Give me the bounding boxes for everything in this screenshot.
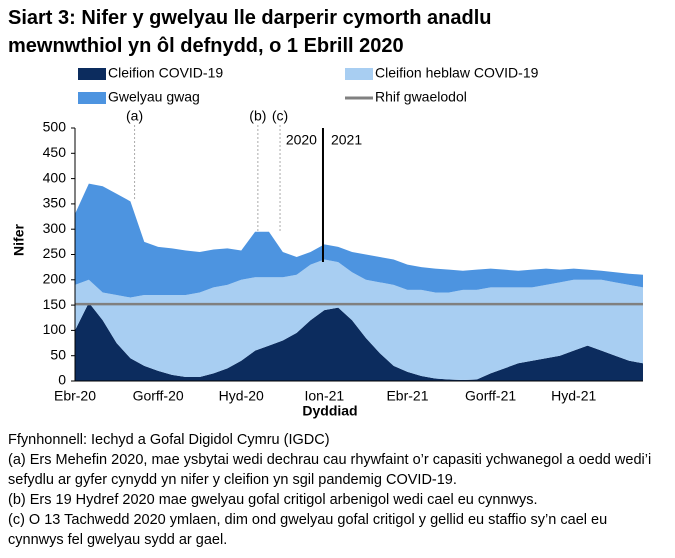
- area: [75, 183, 643, 298]
- x-tick-label: Ion-21: [305, 388, 345, 404]
- y-tick-label: 100: [43, 321, 67, 337]
- notes: Ffynhonnell: Iechyd a Gofal Digidol Cymr…: [8, 430, 658, 550]
- y-tick-label: 350: [43, 195, 67, 211]
- annotation-label: 2020: [286, 132, 317, 148]
- x-axis-label: Dyddiad: [302, 403, 357, 419]
- y-tick-label: 150: [43, 296, 67, 312]
- y-tick-label: 450: [43, 144, 67, 160]
- annotation-label: (c): [272, 108, 288, 124]
- note: (a) Ers Mehefin 2020, mae ysbytai wedi d…: [8, 452, 652, 488]
- note: Ffynhonnell: Iechyd a Gofal Digidol Cymr…: [8, 432, 330, 448]
- legend-label: Cleifion COVID-19: [108, 65, 223, 81]
- y-tick-label: 50: [50, 346, 66, 362]
- note: (b) Ers 19 Hydref 2020 mae gwelyau gofal…: [8, 492, 538, 508]
- y-tick-label: 0: [58, 372, 66, 388]
- x-tick-label: Gorff-20: [133, 388, 184, 404]
- y-tick-label: 250: [43, 245, 67, 261]
- legend-label: Rhif gwaelodol: [375, 89, 467, 105]
- y-axis-label: Nifer: [11, 224, 27, 256]
- area: [75, 259, 643, 380]
- y-tick-label: 200: [43, 271, 67, 287]
- note: (c) O 13 Tachwedd 2020 ymlaen, dim ond g…: [8, 512, 608, 548]
- annotation-label: 2021: [331, 132, 362, 148]
- x-tick-label: Ebr-20: [54, 388, 96, 404]
- annotation-label: (a): [126, 108, 143, 124]
- legend-label: Gwelyau gwag: [108, 89, 200, 105]
- y-tick-label: 300: [43, 220, 67, 236]
- x-tick-label: Hyd-21: [551, 388, 596, 404]
- annotation-label: (b): [249, 108, 266, 124]
- legend-swatch: [78, 92, 106, 104]
- x-tick-label: Ebr-21: [386, 388, 428, 404]
- legend-label: Cleifion heblaw COVID-19: [375, 65, 539, 81]
- y-tick-label: 500: [43, 119, 67, 135]
- x-tick-label: Gorff-21: [465, 388, 516, 404]
- legend-swatch: [78, 68, 106, 80]
- chart-title: Siart 3: Nifer y gwelyau lle darperir cy…: [8, 7, 492, 57]
- y-tick-label: 400: [43, 169, 67, 185]
- legend-swatch: [345, 68, 373, 80]
- x-tick-label: Hyd-20: [219, 388, 264, 404]
- area: [75, 302, 643, 381]
